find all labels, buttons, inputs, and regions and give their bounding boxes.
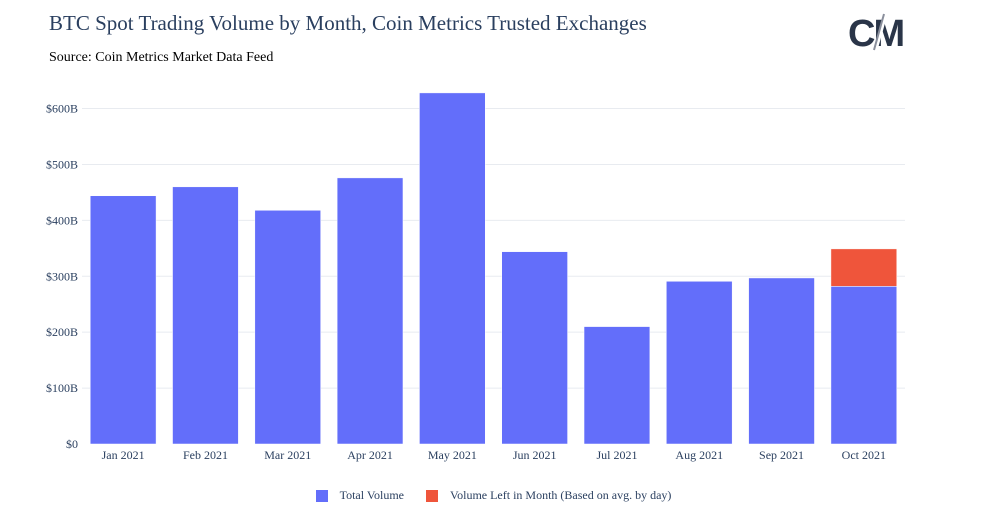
- y-tick-label: $300B: [46, 269, 78, 283]
- bar-total-volume[interactable]: [419, 92, 486, 445]
- x-tick-label: Apr 2021: [347, 448, 393, 462]
- bar-total-volume[interactable]: [172, 186, 239, 445]
- legend-label-left: Volume Left in Month (Based on avg. by d…: [449, 488, 672, 502]
- x-tick-label: Sep 2021: [759, 448, 804, 462]
- x-tick-label: Aug 2021: [675, 448, 723, 462]
- y-axis-ticks: $0 $100B $200B $300B $400B $500B $600B: [46, 102, 78, 451]
- x-tick-label: May 2021: [428, 448, 477, 462]
- legend-label-total: Total Volume: [339, 488, 404, 502]
- y-tick-label: $100B: [46, 381, 78, 395]
- x-tick-label: Oct 2021: [842, 448, 886, 462]
- bar-chart: $0 $100B $200B $300B $400B $500B $600B Jan 202…: [46, 92, 905, 462]
- x-tick-label: Jun 2021: [513, 448, 557, 462]
- y-tick-label: $500B: [46, 157, 78, 171]
- bar-total-volume[interactable]: [336, 177, 404, 445]
- legend-item-total-volume[interactable]: Total Volume: [314, 488, 404, 503]
- chart-subtitle: Source: Coin Metrics Market Data Feed: [49, 50, 274, 65]
- bar-total-volume[interactable]: [89, 195, 157, 445]
- bars: [89, 92, 898, 445]
- x-tick-label: Mar 2021: [264, 448, 311, 462]
- logo-slash: [874, 13, 888, 51]
- bar-total-volume[interactable]: [748, 277, 815, 445]
- bar-total-volume[interactable]: [666, 281, 733, 445]
- y-tick-label: $200B: [46, 325, 78, 339]
- logo-slash-accent: [873, 13, 885, 51]
- legend-swatch-left: [425, 489, 438, 502]
- bar-total-volume[interactable]: [830, 286, 898, 445]
- x-tick-label: Feb 2021: [183, 448, 228, 462]
- y-tick-label: $400B: [46, 213, 78, 227]
- bar-volume-left[interactable]: [830, 248, 898, 287]
- chart-title: BTC Spot Trading Volume by Month, Coin M…: [49, 11, 647, 35]
- x-tick-label: Jul 2021: [596, 448, 637, 462]
- legend: Total Volume Volume Left in Month (Based…: [0, 488, 985, 503]
- coin-metrics-logo: CM: [848, 13, 905, 52]
- bar-total-volume[interactable]: [254, 210, 321, 445]
- legend-item-volume-left[interactable]: Volume Left in Month (Based on avg. by d…: [424, 488, 671, 503]
- y-tick-label: $0: [66, 437, 78, 451]
- legend-swatch-total: [315, 489, 328, 502]
- bar-total-volume[interactable]: [501, 251, 568, 445]
- y-tick-label: $600B: [46, 102, 78, 116]
- bar-total-volume[interactable]: [583, 326, 651, 445]
- x-tick-label: Jan 2021: [102, 448, 145, 462]
- x-axis-ticks: Jan 2021 Feb 2021 Mar 2021 Apr 2021 May 2021…: [102, 448, 886, 462]
